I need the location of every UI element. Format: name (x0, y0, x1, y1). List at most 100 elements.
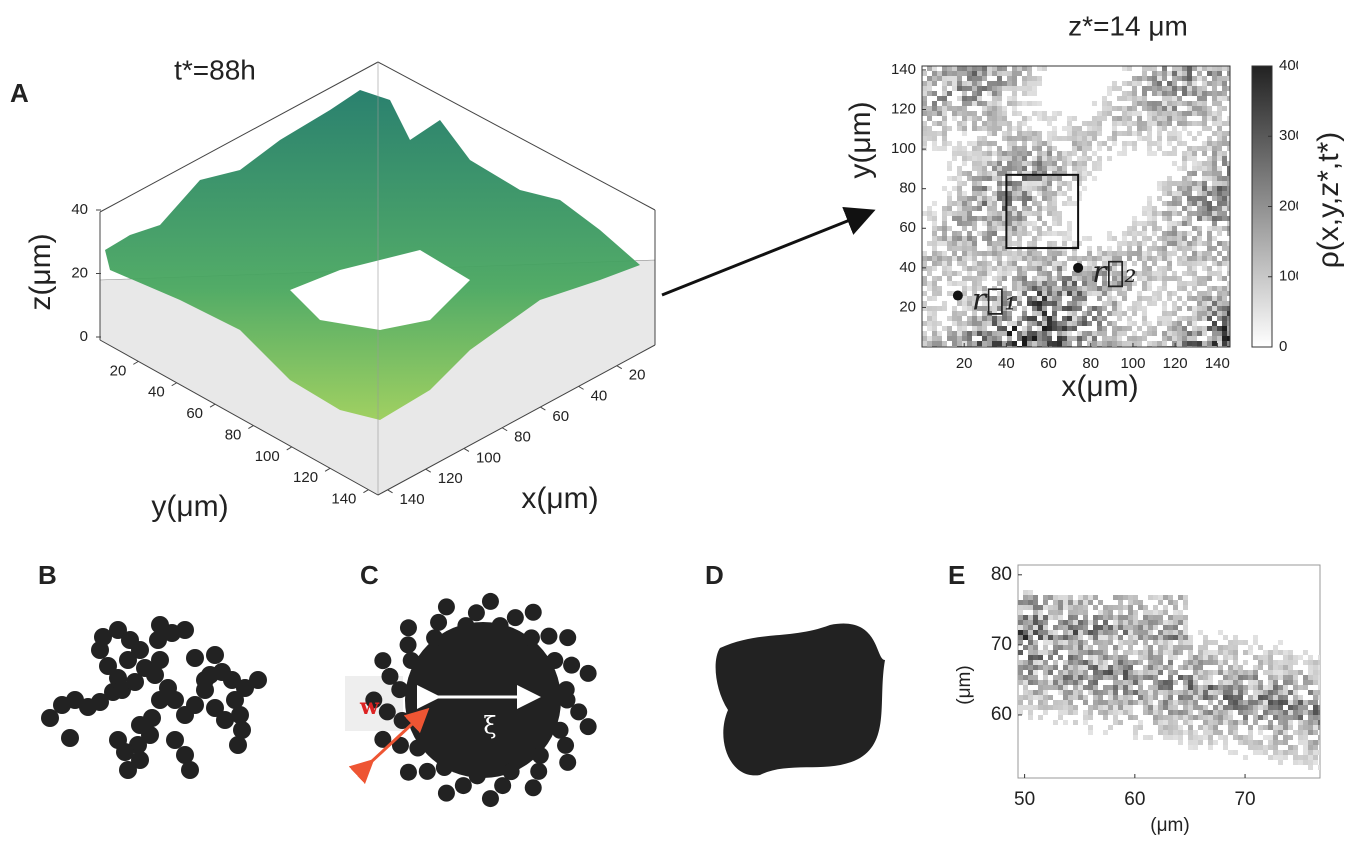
pixel (962, 241, 967, 246)
pixel (1043, 650, 1048, 655)
pixel (952, 256, 957, 261)
pixel (1222, 131, 1227, 136)
pixel (1202, 291, 1207, 296)
pixel (1027, 186, 1032, 191)
pixel (1187, 111, 1192, 116)
pixel (1243, 685, 1248, 690)
pixel (1202, 76, 1207, 81)
pixel (1002, 131, 1007, 136)
pixel (1182, 181, 1187, 186)
pixel (1127, 126, 1132, 131)
pixel (1152, 256, 1157, 261)
pixel (1318, 765, 1320, 770)
pixel (1177, 116, 1182, 121)
pixel (1107, 246, 1112, 251)
pixel (1123, 630, 1128, 635)
pixel (1217, 266, 1222, 271)
pixel (1027, 161, 1032, 166)
pixel (1037, 336, 1042, 341)
pixel (1283, 750, 1288, 755)
pixel (1017, 221, 1022, 226)
pixel (1313, 745, 1318, 750)
pixel (1082, 136, 1087, 141)
pixel (1147, 256, 1152, 261)
pixel (1248, 725, 1253, 730)
pixel (1197, 196, 1202, 201)
pixel (1143, 625, 1148, 630)
pixel (992, 71, 997, 76)
pixel (1122, 331, 1127, 336)
pixel (1083, 715, 1088, 720)
pixel (1067, 326, 1072, 331)
pixel (1152, 101, 1157, 106)
pixel (1122, 231, 1127, 236)
pixel (1062, 151, 1067, 156)
pixel (927, 296, 932, 301)
pixel (1047, 116, 1052, 121)
pixel (1037, 101, 1042, 106)
pixel (1043, 625, 1048, 630)
pixel (1172, 201, 1177, 206)
pixel (1038, 695, 1043, 700)
pixel (1202, 216, 1207, 221)
pixel (1018, 610, 1023, 615)
pixel (927, 66, 932, 71)
pixel (1167, 241, 1172, 246)
pixel (1273, 685, 1278, 690)
pixel (1147, 266, 1152, 271)
pixel (1223, 670, 1228, 675)
pixel (1313, 690, 1318, 695)
pixel (997, 121, 1002, 126)
pixel (972, 321, 977, 326)
pixel (1087, 136, 1092, 141)
pixel (1023, 665, 1028, 670)
pixel (1032, 211, 1037, 216)
pixel (1148, 695, 1153, 700)
pixel (1218, 710, 1223, 715)
pixel (1167, 106, 1172, 111)
pixel (1273, 710, 1278, 715)
pixel (982, 236, 987, 241)
pixel (1228, 675, 1233, 680)
pixel (997, 76, 1002, 81)
pixel (1032, 111, 1037, 116)
pixel (1092, 336, 1097, 341)
pixel (1178, 700, 1183, 705)
pixel (997, 186, 1002, 191)
pixel (1142, 76, 1147, 81)
pixel (952, 146, 957, 151)
pixel (1112, 136, 1117, 141)
pixel (977, 176, 982, 181)
pixel (1073, 620, 1078, 625)
pixel (942, 236, 947, 241)
pixel (1142, 136, 1147, 141)
pixel (977, 71, 982, 76)
pixel (1098, 645, 1103, 650)
pixel (1178, 735, 1183, 740)
pixel (1172, 206, 1177, 211)
pixel (1303, 705, 1308, 710)
pixel (1047, 131, 1052, 136)
pixel (1158, 715, 1163, 720)
pixel (1187, 316, 1192, 321)
pixel (1153, 665, 1158, 670)
pixel (962, 161, 967, 166)
pixel (1192, 261, 1197, 266)
pixel (1177, 71, 1182, 76)
sphere (438, 785, 455, 802)
pixel (1042, 141, 1047, 146)
pixel (1228, 655, 1233, 660)
pixel (1182, 176, 1187, 181)
pixel (962, 91, 967, 96)
pixel (1148, 655, 1153, 660)
pixel (927, 211, 932, 216)
pixel (942, 271, 947, 276)
pixel (1207, 336, 1212, 341)
pixel (1253, 640, 1258, 645)
pixel (977, 271, 982, 276)
pixel (1032, 331, 1037, 336)
pixel (1147, 201, 1152, 206)
pixel (1032, 221, 1037, 226)
pixel (1047, 336, 1052, 341)
pixel (1182, 336, 1187, 341)
